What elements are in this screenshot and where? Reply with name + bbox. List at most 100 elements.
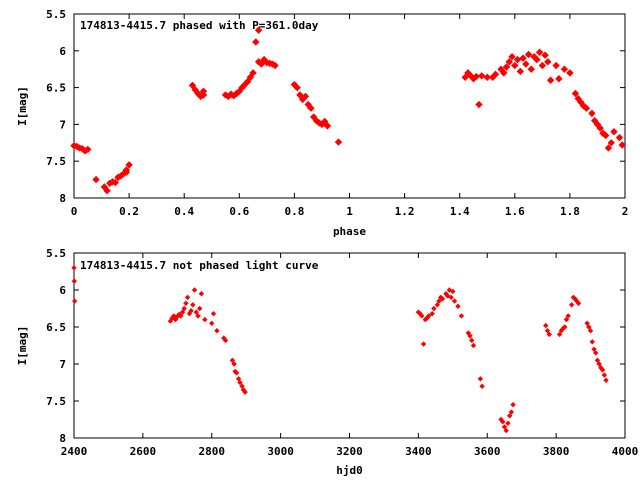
data-point — [469, 337, 475, 344]
data-point — [419, 313, 425, 319]
data-point — [566, 69, 574, 77]
y-tick-label: 6.5 — [46, 82, 66, 95]
x-tick-label: 2800 — [199, 445, 226, 458]
data-point — [179, 309, 186, 315]
x-tick-label: 2400 — [61, 445, 88, 458]
x-tick-label: 2 — [622, 205, 629, 218]
data-point — [503, 427, 509, 434]
data-point — [257, 60, 266, 68]
data-point — [607, 139, 615, 147]
data-point — [172, 316, 179, 323]
data-point — [541, 51, 549, 59]
data-point — [546, 76, 555, 84]
x-axis-label: hjd0 — [336, 464, 363, 477]
y-tick-label: 6.5 — [46, 321, 66, 334]
data-point — [479, 383, 485, 389]
data-point — [505, 58, 513, 66]
data-point — [596, 124, 604, 132]
chart-title: 174813-4415.7 not phased light curve — [80, 259, 319, 272]
data-point — [111, 178, 120, 187]
data-point — [254, 26, 263, 34]
data-point — [575, 300, 582, 307]
data-point — [186, 310, 193, 317]
data-point — [293, 83, 301, 92]
data-point — [237, 379, 243, 386]
data-point — [188, 308, 194, 314]
data-point — [582, 104, 591, 112]
data-point — [92, 175, 100, 184]
plot-frame — [73, 252, 626, 439]
data-point — [510, 401, 516, 408]
data-point — [431, 305, 437, 312]
data-point — [524, 50, 533, 59]
data-point — [458, 313, 465, 319]
data-point — [239, 383, 245, 389]
data-point — [508, 52, 516, 61]
data-point — [296, 91, 304, 99]
data-point — [587, 327, 594, 334]
data-point — [610, 128, 618, 136]
data-point — [527, 65, 536, 73]
data-point — [199, 91, 208, 99]
data-point — [603, 377, 609, 383]
data-point — [618, 141, 626, 149]
data-point — [191, 287, 198, 293]
data-point — [478, 72, 486, 80]
y-tick-label: 8 — [59, 192, 66, 205]
data-point — [562, 324, 568, 330]
data-point — [467, 333, 473, 339]
data-point — [535, 48, 544, 56]
x-tick-label: 2600 — [130, 445, 157, 458]
data-point — [508, 409, 515, 415]
data-point — [563, 316, 570, 323]
data-point — [198, 290, 205, 297]
data-point — [500, 69, 508, 77]
data-point — [543, 322, 549, 329]
data-point — [448, 294, 454, 301]
x-tick-label: 3000 — [267, 445, 294, 458]
y-tick-labels: 5.5 6 6.5 7 7.5 8 — [46, 247, 66, 445]
x-tick-label: 0.8 — [284, 205, 304, 218]
data-point — [439, 296, 446, 302]
data-point — [502, 63, 511, 71]
x-tick-label: 0 — [71, 205, 78, 218]
data-point — [181, 305, 187, 312]
data-point — [591, 346, 597, 352]
data-point — [125, 161, 133, 169]
data-point — [505, 420, 511, 426]
y-tick-label: 6 — [59, 284, 66, 297]
x-tick-label: 1 — [346, 205, 353, 218]
data-point — [601, 372, 608, 378]
data-point — [190, 302, 196, 308]
data-point — [71, 298, 78, 304]
y-tick-label: 7.5 — [46, 155, 66, 168]
data-point — [450, 288, 456, 295]
data-point — [552, 61, 560, 70]
data-point — [533, 55, 541, 64]
data-point — [301, 92, 310, 101]
data-point — [461, 73, 469, 82]
data-point — [571, 89, 580, 98]
data-point — [209, 320, 215, 327]
data-point — [235, 376, 242, 382]
phased-panel: 0 0.2 0.4 0.6 0.8 1 1.2 1.4 1.6 1.8 2 5.5 6 6.5 7 7.5 8… — [16, 8, 628, 238]
data-point — [420, 341, 427, 347]
y-tick-label: 6 — [59, 45, 66, 58]
y-tick-marks — [74, 13, 625, 199]
x-tick-label: 3200 — [336, 445, 363, 458]
x-tick-label: 0.4 — [174, 205, 194, 218]
data-point — [188, 81, 197, 90]
x-tick-labels: 0 0.2 0.4 0.6 0.8 1 1.2 1.4 1.6 1.8 2 — [71, 205, 629, 218]
data-point — [210, 310, 217, 317]
plot-frame — [73, 13, 626, 199]
data-point — [596, 361, 602, 367]
data-point — [103, 186, 111, 195]
data-point — [589, 339, 595, 345]
data-point — [477, 376, 484, 382]
x-tick-label: 0.6 — [229, 205, 249, 218]
data-point — [501, 424, 508, 430]
data-point — [429, 310, 435, 317]
y-axis-label: I[mag] — [16, 326, 29, 366]
data-point — [249, 69, 257, 77]
